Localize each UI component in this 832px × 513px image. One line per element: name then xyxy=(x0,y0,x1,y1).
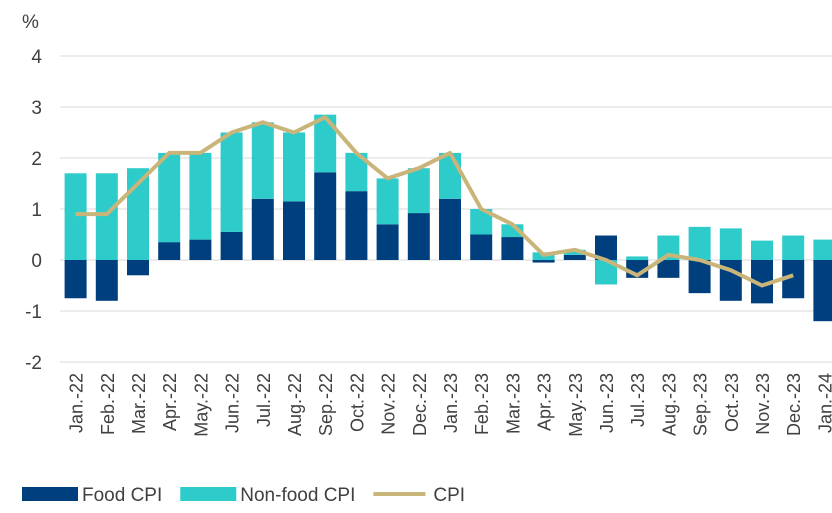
y-tick-label: 0 xyxy=(31,251,42,272)
y-tick-label: 3 xyxy=(31,98,42,119)
x-tick-label: Apr.-23 xyxy=(535,373,555,431)
x-tick-label: Sep.-23 xyxy=(691,373,711,436)
bar xyxy=(283,132,305,202)
x-tick-label: Nov.-23 xyxy=(753,373,773,435)
bar xyxy=(283,201,305,260)
bar xyxy=(251,198,274,260)
x-tick-label: Oct.-23 xyxy=(722,373,742,432)
y-tick-label: -2 xyxy=(25,353,42,374)
bar xyxy=(595,235,617,260)
bar xyxy=(95,260,118,301)
bar xyxy=(501,237,524,260)
y-tick-label: 1 xyxy=(31,200,42,221)
bar xyxy=(220,132,243,232)
x-tick-label: Jun.-22 xyxy=(223,373,243,433)
bar xyxy=(439,152,461,199)
x-tick-label: Apr.-22 xyxy=(160,373,180,431)
bar xyxy=(314,172,337,260)
bar xyxy=(595,260,617,285)
y-axis-label: % xyxy=(22,12,39,33)
bar xyxy=(407,168,430,214)
bar xyxy=(782,235,805,260)
bar xyxy=(751,240,773,260)
x-tick-label: Dec.-23 xyxy=(784,373,804,436)
legend-label: CPI xyxy=(433,485,465,506)
x-tick-label: Jul.-23 xyxy=(628,373,648,427)
bar xyxy=(127,260,149,276)
legend-label: Non-food CPI xyxy=(240,485,355,506)
x-tick-label: Jun.-23 xyxy=(597,373,617,433)
plot-area xyxy=(64,114,832,322)
bar xyxy=(158,152,181,243)
bar xyxy=(688,260,711,294)
bar xyxy=(782,260,805,299)
bar xyxy=(626,256,649,260)
bar xyxy=(95,173,118,260)
x-tick-label: Nov.-22 xyxy=(379,373,399,435)
bar xyxy=(439,198,461,260)
bar xyxy=(719,228,742,260)
x-tick-label: May.-22 xyxy=(191,373,211,437)
x-tick-label: Aug.-22 xyxy=(285,373,305,436)
x-tick-label: Mar.-22 xyxy=(129,373,149,434)
x-tick-label: Jul.-22 xyxy=(254,373,274,427)
legend-swatch xyxy=(180,487,237,501)
bar xyxy=(563,254,586,260)
bar xyxy=(376,178,399,225)
x-tick-label: Feb.-23 xyxy=(472,373,492,435)
bar xyxy=(813,239,832,260)
bar xyxy=(563,249,586,255)
bar xyxy=(189,239,212,260)
y-tick-label: -1 xyxy=(25,302,42,323)
bar xyxy=(64,260,87,299)
y-tick-label: 4 xyxy=(31,47,42,68)
bar xyxy=(158,242,181,260)
bar xyxy=(813,260,832,322)
bar xyxy=(345,191,368,260)
x-tick-label: Oct.-22 xyxy=(347,373,367,432)
bar xyxy=(751,260,773,304)
x-tick-label: Jan.-23 xyxy=(441,373,461,433)
legend-label: Food CPI xyxy=(82,485,162,506)
x-tick-label: May.-23 xyxy=(566,373,586,437)
bar xyxy=(64,173,87,260)
bar xyxy=(407,213,430,260)
bar xyxy=(470,209,493,235)
bar xyxy=(470,234,493,260)
bar xyxy=(345,152,368,192)
x-tick-label: Sep.-22 xyxy=(316,373,336,436)
bar xyxy=(189,152,212,240)
x-tick-label: Feb.-22 xyxy=(98,373,118,435)
x-tick-label: Dec.-22 xyxy=(410,373,430,436)
x-tick-label: Jan.-24 xyxy=(815,373,832,433)
bar xyxy=(251,122,274,199)
bar xyxy=(688,226,711,260)
legend-swatch xyxy=(22,487,78,501)
x-tick-label: Aug.-23 xyxy=(659,373,679,436)
bar xyxy=(314,114,337,173)
x-tick-label: Jan.-22 xyxy=(67,373,87,433)
y-tick-label: 2 xyxy=(31,149,42,170)
cpi-line xyxy=(75,115,794,288)
x-tick-label: Mar.-23 xyxy=(503,373,523,434)
bar xyxy=(220,231,243,260)
bar xyxy=(657,260,680,278)
bar xyxy=(532,260,555,263)
bar xyxy=(376,224,399,260)
